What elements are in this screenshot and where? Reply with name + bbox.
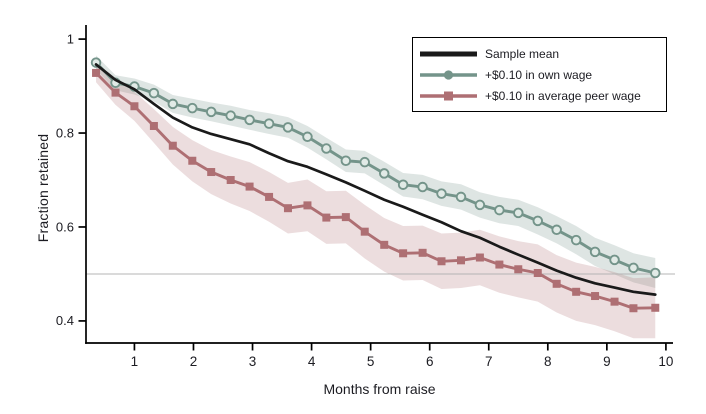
svg-text:8: 8 [544,354,552,369]
legend-row-sample-mean: Sample mean [419,44,666,64]
svg-text:7: 7 [485,354,493,369]
svg-text:6: 6 [426,354,434,369]
svg-text:5: 5 [367,354,375,369]
svg-text:10: 10 [658,354,673,369]
svg-text:1: 1 [67,31,74,46]
svg-text:1: 1 [131,354,139,369]
svg-text:4: 4 [308,354,316,369]
svg-text:9: 9 [603,354,611,369]
svg-text:0.4: 0.4 [56,313,74,328]
legend-label-sample-mean: Sample mean [485,46,560,61]
svg-text:0.6: 0.6 [56,219,74,234]
svg-text:0.8: 0.8 [56,125,74,140]
svg-text:2: 2 [190,354,198,369]
legend-label-peer-wage: +$0.10 in average peer wage [485,88,641,103]
own-wage-line-swatch-icon [420,69,477,80]
legend-label-own-wage: +$0.10 in own wage [485,67,593,82]
legend: Sample mean +$0.10 in own wage +$0.10 in… [412,37,667,112]
legend-row-peer-wage: +$0.10 in average peer wage [419,86,666,106]
sample-mean-line-swatch-icon [420,51,477,56]
svg-text:3: 3 [249,354,257,369]
x-axis-label: Months from raise [323,381,436,397]
y-axis-label: Fraction retained [35,133,51,243]
legend-row-own-wage: +$0.10 in own wage [419,65,666,85]
peer-wage-line-swatch-icon [420,91,477,100]
